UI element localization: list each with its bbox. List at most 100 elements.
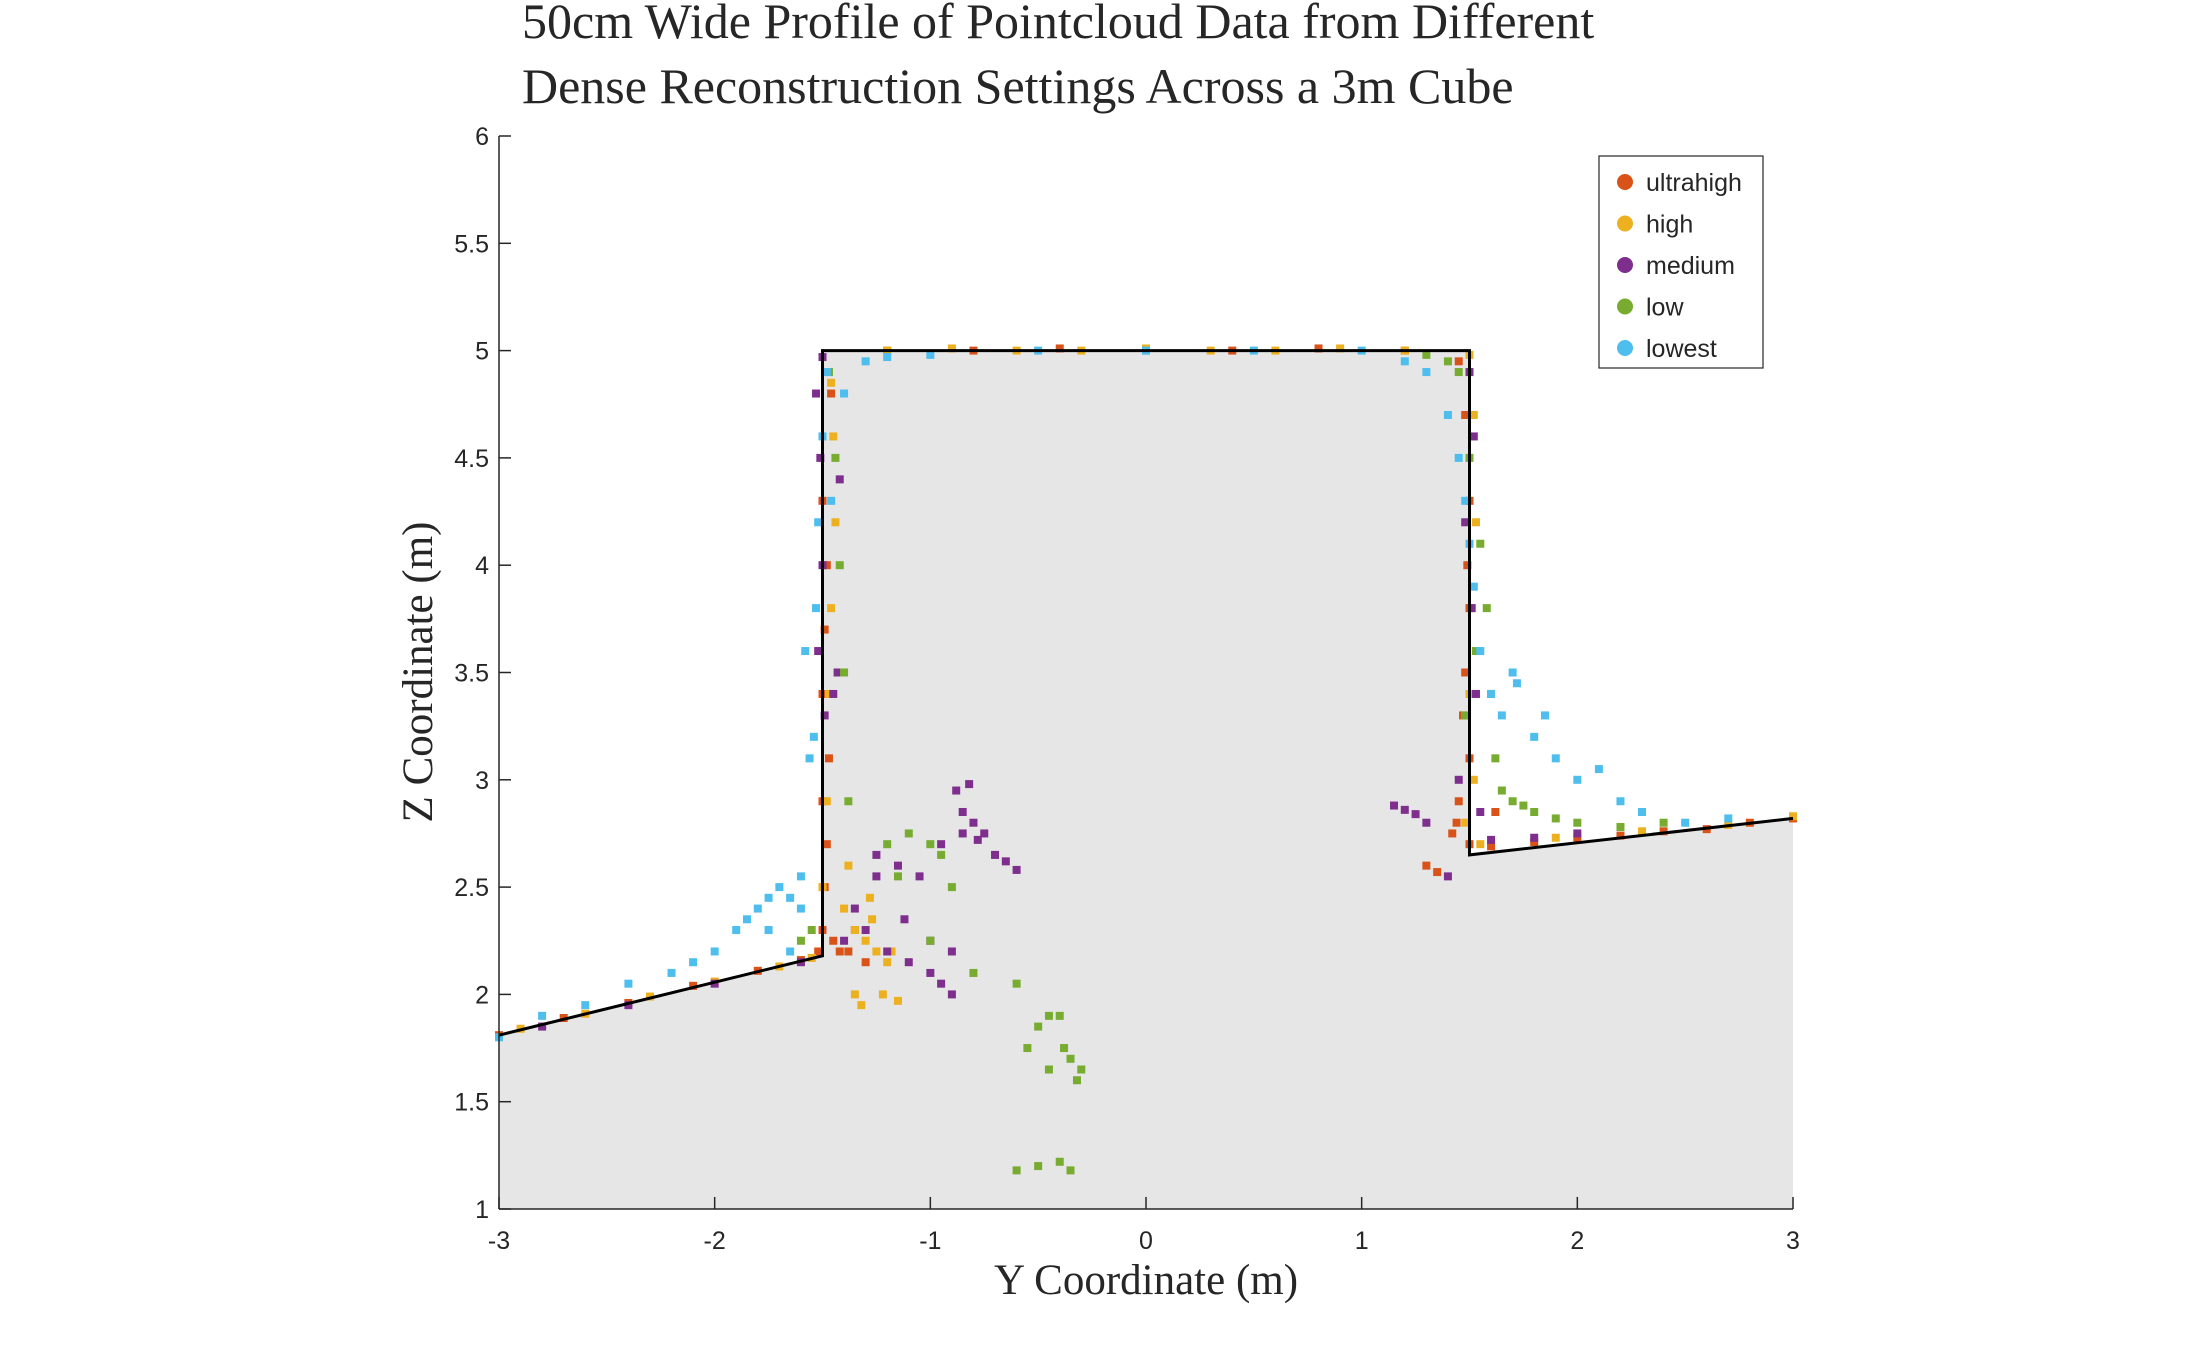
point-lowest [1724,814,1733,823]
point-medium [973,835,982,844]
point-low [1044,1011,1053,1020]
legend-label-medium: medium [1646,252,1735,280]
point-lowest [1681,818,1690,827]
point-low [883,840,892,849]
point-ultrahigh [829,936,838,945]
point-high [824,689,833,698]
point-high [850,990,859,999]
point-ultrahigh [1448,829,1457,838]
point-lowest [1540,711,1549,720]
point-lowest [1573,775,1582,784]
point-medium [991,850,1000,859]
point-low [1491,754,1500,763]
point-medium [893,861,902,870]
point-ultrahigh [1452,818,1461,827]
point-high [883,958,892,967]
x-axis-label: Y Coordinate (m) [994,1257,1298,1304]
point-ultrahigh [1487,842,1496,851]
point-low [926,936,935,945]
point-low [1551,814,1560,823]
x-tick-label: 3 [1786,1227,1800,1255]
point-medium [937,979,946,988]
point-high [844,861,853,870]
point-high [872,947,881,956]
point-low [1508,797,1517,806]
y-tick-label: 1.5 [454,1089,489,1117]
point-medium [814,647,823,656]
point-high [893,996,902,1005]
point-ultrahigh [1461,410,1470,419]
chart-title-line-2: Dense Reconstruction Settings Across a 3… [522,58,1514,114]
point-low [1077,1065,1086,1074]
legend: ultrahigh high medium low lowest [1598,155,1764,369]
point-low [1034,1162,1043,1171]
point-low [1422,350,1431,359]
point-medium [1469,432,1478,441]
point-ultrahigh [822,840,831,849]
y-tick-label: 6 [475,123,489,151]
x-tick-label: 2 [1570,1227,1584,1255]
y-tick-label: 4 [475,552,489,580]
point-low [1497,786,1506,795]
point-ultrahigh [1454,357,1463,366]
point-lowest [822,368,831,377]
point-lowest [1497,711,1506,720]
point-medium [840,936,849,945]
point-medium [965,780,974,789]
point-low [1659,818,1668,827]
legend-marker-high [1617,215,1633,232]
point-low [1060,1044,1069,1053]
point-medium [624,1001,633,1010]
point-medium [947,990,956,999]
point-high [1336,344,1345,353]
point-medium [833,668,842,677]
point-low [1055,1157,1064,1166]
point-medium [850,904,859,913]
point-medium [915,872,924,881]
point-high [1461,818,1470,827]
point-lowest [732,926,741,935]
legend-marker-lowest [1617,340,1633,356]
point-lowest [1422,368,1431,377]
point-ultrahigh [1659,827,1668,836]
point-ultrahigh [822,561,831,570]
point-high [1476,840,1485,849]
legend-label-low: low [1646,294,1684,322]
point-medium [958,807,967,816]
x-tick-label: -3 [488,1227,510,1255]
point-lowest [1638,807,1647,816]
x-axis-ticks: -3 -2 -1 0 1 2 3 [488,1197,1800,1255]
point-high [865,893,874,902]
point-medium [872,850,881,859]
point-high [887,947,896,956]
point-lowest [805,754,814,763]
point-lowest [1400,357,1409,366]
point-lowest [581,1001,590,1010]
point-low [1530,807,1539,816]
legend-marker-ultrahigh [1617,174,1633,190]
x-tick-label: -2 [704,1227,726,1255]
point-lowest [883,353,892,362]
point-low [1044,1065,1053,1074]
point-lowest [1469,582,1478,591]
point-medium [861,926,870,935]
point-medium [829,689,838,698]
x-tick-label: 0 [1139,1227,1153,1255]
point-medium [1443,872,1452,881]
y-tick-label: 5 [475,338,489,366]
chart-title-line-1: 50cm Wide Profile of Pointcloud Data fro… [522,0,1594,49]
point-lowest [786,893,795,902]
point-ultrahigh [827,389,836,398]
point-ultrahigh [1463,561,1472,570]
point-high [1469,775,1478,784]
point-high [850,926,859,935]
point-lowest [861,357,870,366]
point-lowest [764,926,773,935]
point-lowest [667,968,676,977]
point-lowest [753,904,762,913]
point-lowest [814,518,823,527]
point-ultrahigh [1491,807,1500,816]
x-tick-label: -1 [919,1227,941,1255]
point-medium [1487,835,1496,844]
